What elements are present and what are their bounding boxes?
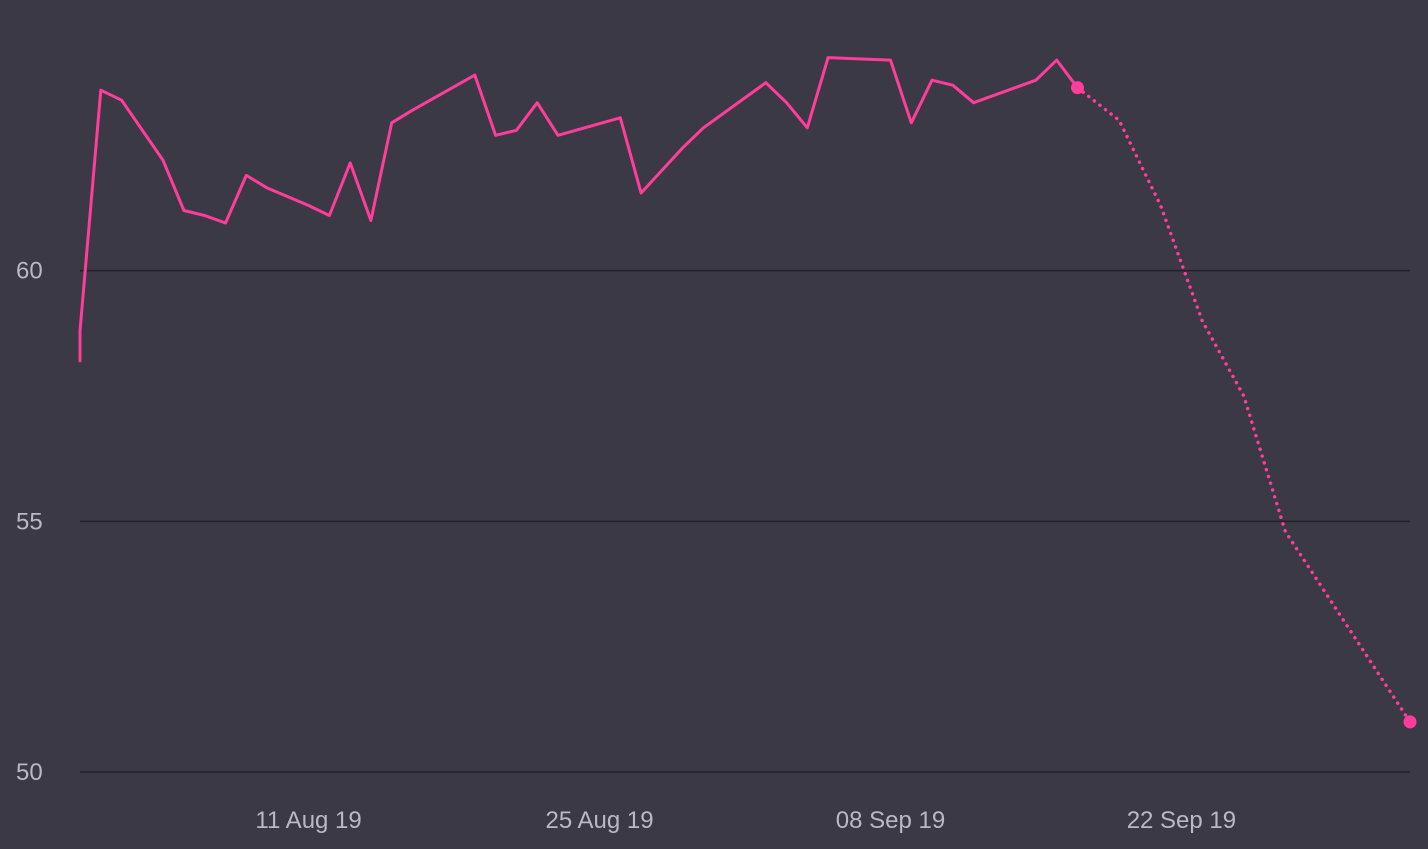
x-axis-labels: 11 Aug 19 25 Aug 19 08 Sep 19 22 Sep 19 <box>255 807 1236 834</box>
forecast-end-marker <box>1403 715 1417 729</box>
grid-lines <box>80 269 1410 773</box>
series-markers <box>1071 81 1417 729</box>
y-axis-labels: 50 55 60 <box>16 258 43 786</box>
series-line-dotted <box>1075 85 1412 724</box>
x-tick-label: 22 Sep 19 <box>1127 807 1236 834</box>
y-tick-label: 55 <box>16 508 43 535</box>
y-tick-label: 60 <box>16 258 43 285</box>
x-tick-label: 11 Aug 19 <box>255 807 361 834</box>
forecast-start-marker <box>1071 81 1084 95</box>
series-line-solid <box>78 56 1079 363</box>
x-tick-label: 25 Aug 19 <box>545 807 653 834</box>
x-tick-label: 08 Sep 19 <box>836 807 945 834</box>
series-lines <box>78 56 1412 724</box>
y-tick-label: 50 <box>16 759 43 786</box>
